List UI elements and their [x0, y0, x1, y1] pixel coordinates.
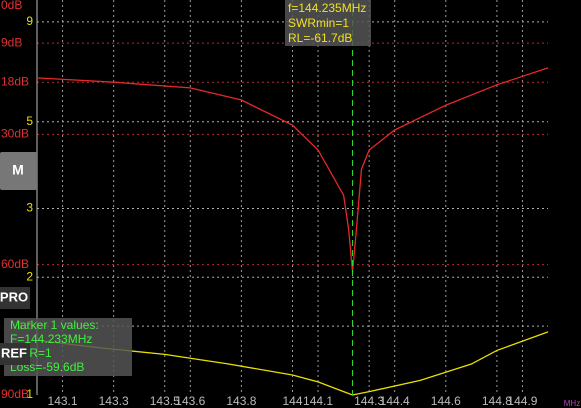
marker-info-box — [285, 0, 371, 46]
marker-info: SWRmin=1 — [288, 16, 349, 30]
y-tick-label: 3 — [26, 201, 33, 215]
y2-tick-label: 9dB — [1, 35, 22, 49]
button[interactable] — [0, 152, 37, 190]
marker-value: Marker 1 values: — [10, 318, 99, 332]
x-tick-label: 143.8 — [226, 394, 256, 408]
x-tick-label: 143.3 — [99, 394, 129, 408]
x-unit: MHz — [564, 399, 580, 408]
x-tick-label: 143.1 — [48, 394, 78, 408]
x-tick-label: 144.1 — [303, 394, 333, 408]
x-tick-label: 144 — [282, 394, 302, 408]
x-tick-label: 144.8 — [482, 394, 512, 408]
x-tick-label: 144.3 — [354, 394, 384, 408]
series-line — [36, 331, 549, 396]
x-tick-label: 144.9 — [507, 394, 537, 408]
button-label[interactable]: PRO — [0, 289, 28, 304]
y2-tick-label: 90dB — [1, 387, 29, 401]
y2-tick-label: 30dB — [1, 127, 29, 141]
y-tick-label: 1 — [26, 387, 33, 401]
y-tick-label: 9 — [26, 14, 33, 28]
y2-tick-label: 18dB — [1, 74, 29, 88]
x-tick-label: 143.5 — [150, 394, 180, 408]
marker-value: F=144.233MHz — [10, 332, 92, 346]
button-label[interactable]: REF — [1, 345, 27, 360]
button[interactable] — [0, 287, 30, 309]
y-tick-label: 2 — [26, 269, 33, 283]
y2-tick-label: 0dB — [1, 0, 22, 12]
marker-info: f=144.235MHz — [288, 1, 366, 15]
x-tick-label: 143.6 — [175, 394, 205, 408]
y-tick-label: 5 — [26, 114, 33, 128]
series-line — [36, 67, 549, 273]
button-label[interactable]: M — [12, 162, 24, 178]
button[interactable] — [0, 343, 30, 365]
marker-info: RL=-61.7dB — [288, 31, 352, 45]
x-tick-label: 144.6 — [431, 394, 461, 408]
y2-tick-label: 60dB — [1, 257, 29, 271]
x-tick-label: 144.4 — [380, 394, 410, 408]
